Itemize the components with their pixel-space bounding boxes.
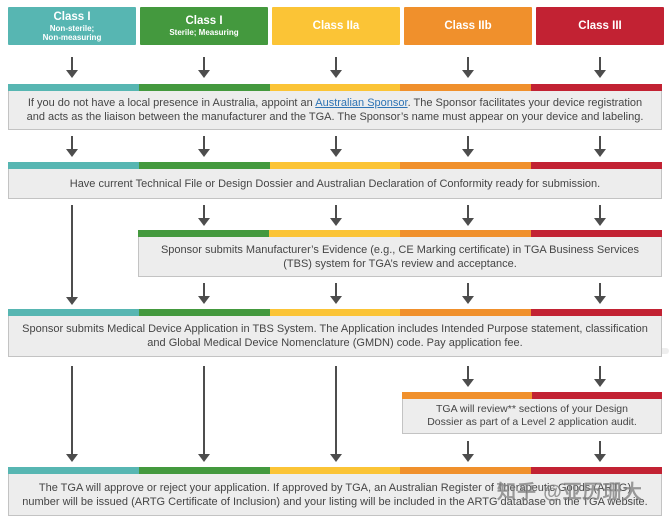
down-arrow-icon — [592, 366, 608, 387]
class-color-bar-evidence — [138, 230, 662, 237]
down-arrow-icon — [460, 283, 476, 304]
class-color-bar — [8, 162, 662, 169]
australian-sponsor-link[interactable]: Australian Sponsor — [315, 97, 408, 109]
down-arrow-icon — [328, 283, 344, 304]
step-approval: The TGA will approve or reject your appl… — [8, 474, 662, 516]
class-color-bar — [8, 467, 662, 474]
step-level2-audit: TGA will review** sections of your Desig… — [402, 399, 662, 434]
down-arrow-icon — [460, 366, 476, 387]
down-arrow-long-icon — [328, 366, 344, 462]
class-color-bar — [8, 84, 662, 91]
down-arrow-icon — [592, 205, 608, 226]
down-arrow-icon — [460, 57, 476, 78]
down-arrow-icon — [592, 57, 608, 78]
step-device-application: Sponsor submits Medical Device Applicati… — [8, 316, 662, 357]
down-arrow-icon — [196, 57, 212, 78]
sponsor-text-post: . The Sponsor facilitates your device re… — [26, 97, 644, 123]
down-arrow-icon — [64, 136, 80, 157]
class-color-bar-audit — [402, 392, 662, 399]
down-arrow-icon — [196, 136, 212, 157]
down-arrow-icon — [328, 205, 344, 226]
header-class-i-sterile: Class I Sterile; Measuring — [140, 7, 268, 45]
down-arrow-icon — [196, 205, 212, 226]
down-arrow-icon — [196, 283, 212, 304]
step-appoint-sponsor-text: If you do not have a local presence in A… — [9, 94, 661, 126]
step-appoint-sponsor: If you do not have a local presence in A… — [8, 91, 662, 130]
header-title: Class I — [185, 15, 223, 27]
header-class-i-nonsterile: Class I Non-sterile; Non-measuring — [8, 7, 136, 45]
step-technical-file-text: Have current Technical File or Design Do… — [69, 177, 601, 190]
class-color-bar — [8, 309, 662, 316]
step-device-application-text: Sponsor submits Medical Device Applicati… — [22, 323, 648, 349]
header-title: Class III — [578, 19, 622, 32]
header-title: Class IIa — [312, 19, 360, 32]
header-class-iib: Class IIb — [404, 7, 532, 45]
header-subtitle: Sterile; Measuring — [169, 28, 239, 37]
header-subtitle: Non-sterile; Non-measuring — [42, 23, 102, 42]
down-arrow-icon — [328, 136, 344, 157]
down-arrow-icon — [460, 136, 476, 157]
step-technical-file: Have current Technical File or Design Do… — [8, 169, 669, 355]
step-level2-audit-text: TGA will review** sections of your Desig… — [427, 402, 637, 429]
down-arrow-long-icon — [64, 366, 80, 462]
header-class-iia: Class IIa — [272, 7, 400, 45]
down-arrow-icon — [592, 441, 608, 462]
down-arrow-icon — [592, 136, 608, 157]
down-arrow-long-icon — [64, 205, 80, 305]
header-title: Class IIb — [444, 19, 492, 32]
sponsor-text-pre: If you do not have a local presence in A… — [27, 97, 316, 109]
down-arrow-icon — [460, 441, 476, 462]
header-title: Class I — [53, 10, 91, 23]
down-arrow-icon — [592, 283, 608, 304]
header-class-iii: Class III — [536, 7, 664, 45]
down-arrow-icon — [460, 205, 476, 226]
step-manufacturers-evidence-text: Sponsor submits Manufacturer’s Evidence … — [160, 243, 640, 270]
step-manufacturers-evidence: Sponsor submits Manufacturer’s Evidence … — [138, 237, 662, 277]
zhihu-watermark: 知乎 @亚历珊大 — [497, 482, 643, 503]
step-approval-text: The TGA will approve or reject your appl… — [22, 481, 648, 508]
down-arrow-icon — [64, 57, 80, 78]
down-arrow-long-icon — [196, 366, 212, 462]
down-arrow-icon — [328, 57, 344, 78]
